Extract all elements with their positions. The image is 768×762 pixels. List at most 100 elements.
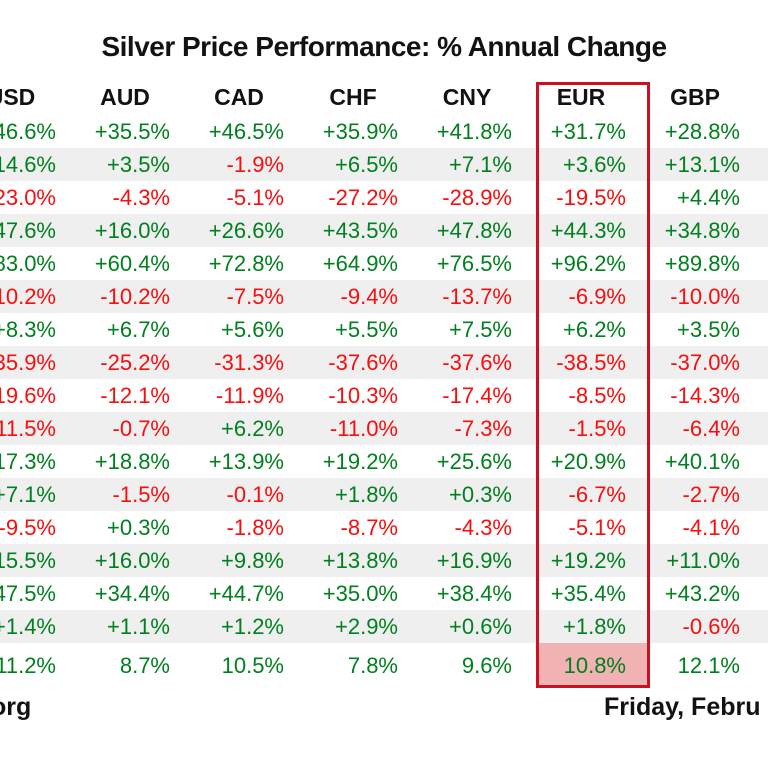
table-cell: -6.9% bbox=[568, 284, 626, 309]
table-cell: +26.6% bbox=[208, 218, 284, 243]
table-cell: -38.5% bbox=[556, 350, 626, 375]
table-cell: -1.9% bbox=[226, 152, 284, 177]
table-cell: -5.1% bbox=[226, 185, 284, 210]
table-row: 47.6% +16.0% +26.6% +43.5% +47.8% +44.3% +34.8… bbox=[0, 214, 768, 247]
table-row: 17.3% +18.8% +13.9% +19.2% +25.6% +20.9% +40.1… bbox=[0, 445, 768, 478]
table-cell: +1.2% bbox=[221, 614, 284, 639]
performance-table: USD AUD CAD CHF CNY EUR GBP 46.6% +35.5% +46.5% +3… bbox=[0, 82, 768, 688]
table-cell: -37.0% bbox=[670, 350, 740, 375]
table-row: 15.5% +16.0% +9.8% +13.8% +16.9% +19.2% +11.0% bbox=[0, 544, 768, 577]
table-cell: -13.7% bbox=[442, 284, 512, 309]
table-cell: -27.2% bbox=[328, 185, 398, 210]
table-cell: +13.9% bbox=[208, 449, 284, 474]
table-cell: +20.9% bbox=[550, 449, 626, 474]
table-cell: 8.7% bbox=[119, 653, 170, 678]
table-cell: -17.4% bbox=[442, 383, 512, 408]
table-cell: -1.8% bbox=[226, 515, 284, 540]
table-cell: 47.5% bbox=[0, 581, 56, 606]
table-cell: 11.2% bbox=[0, 653, 56, 678]
table-cell: -0.1% bbox=[226, 482, 284, 507]
table-cell: 14.6% bbox=[0, 152, 56, 177]
table-cell: 46.6% bbox=[0, 119, 56, 144]
table-cell: +13.8% bbox=[322, 548, 398, 573]
table-cell: -7.5% bbox=[226, 284, 284, 309]
table-row: 23.0% -4.3% -5.1% -27.2% -28.9% -19.5% +4.4% bbox=[0, 181, 768, 214]
table-row: +8.3% +6.7% +5.6% +5.5% +7.5% +6.2% +3.5% bbox=[0, 313, 768, 346]
table-cell: -4.3% bbox=[112, 185, 170, 210]
column-header-chf: CHF bbox=[329, 84, 377, 110]
table-cell: +5.5% bbox=[335, 317, 398, 342]
table-cell: -1.5% bbox=[112, 482, 170, 507]
table-row: 10.2% -10.2% -7.5% -9.4% -13.7% -6.9% -10.0% bbox=[0, 280, 768, 313]
table-cell: +40.1% bbox=[664, 449, 740, 474]
table-cell: 7.8% bbox=[347, 653, 398, 678]
table-cell: +35.9% bbox=[322, 119, 398, 144]
table-cell: +35.0% bbox=[322, 581, 398, 606]
table-cell: +46.5% bbox=[208, 119, 284, 144]
table-cell: +3.6% bbox=[563, 152, 626, 177]
table-cell: -31.3% bbox=[214, 350, 284, 375]
table-cell: +0.6% bbox=[449, 614, 512, 639]
table-row: 46.6% +35.5% +46.5% +35.9% +41.8% +31.7% +28.8… bbox=[0, 115, 768, 148]
table-cell: 15.5% bbox=[0, 548, 56, 573]
column-header-eur: EUR bbox=[556, 84, 606, 110]
table-cell: +7.1% bbox=[449, 152, 512, 177]
table-cell: -10.2% bbox=[100, 284, 170, 309]
table-cell: +38.4% bbox=[436, 581, 512, 606]
table-cell: +43.5% bbox=[322, 218, 398, 243]
table-cell: -14.3% bbox=[670, 383, 740, 408]
table-cell: -6.7% bbox=[568, 482, 626, 507]
table-cell: +35.4% bbox=[550, 581, 626, 606]
table-cell: +0.3% bbox=[449, 482, 512, 507]
table-cell: -19.5% bbox=[556, 185, 626, 210]
table-row: -9.5% +0.3% -1.8% -8.7% -4.3% -5.1% -4.1% bbox=[0, 511, 768, 544]
table-row: 47.5% +34.4% +44.7% +35.0% +38.4% +35.4% +43.2… bbox=[0, 577, 768, 610]
table-cell: +19.2% bbox=[550, 548, 626, 573]
table-cell: -7.3% bbox=[454, 416, 512, 441]
table-cell: +60.4% bbox=[94, 251, 170, 276]
table-cell: +31.7% bbox=[550, 119, 626, 144]
table-cell: +2.9% bbox=[335, 614, 398, 639]
table-cell: +16.0% bbox=[94, 548, 170, 573]
table-viewport: USD AUD CAD CHF CNY EUR GBP 46.6% +35.5% +46.5% +3… bbox=[0, 82, 768, 692]
table-cell: +19.2% bbox=[322, 449, 398, 474]
table-cell: -11.9% bbox=[215, 383, 284, 408]
date-label: Friday, Febru bbox=[604, 693, 761, 721]
table-cell: 9.6% bbox=[461, 653, 512, 678]
table-row: 35.9% -25.2% -31.3% -37.6% -37.6% -38.5% -37.0… bbox=[0, 346, 768, 379]
table-row: 83.0% +60.4% +72.8% +64.9% +76.5% +96.2% +89.8… bbox=[0, 247, 768, 280]
table-cell: +6.7% bbox=[107, 317, 170, 342]
table-cell: +76.5% bbox=[436, 251, 512, 276]
table-cell: +64.9% bbox=[322, 251, 398, 276]
table-cell: -6.4% bbox=[682, 416, 740, 441]
table-cell: +3.5% bbox=[107, 152, 170, 177]
table-cell: +44.3% bbox=[550, 218, 626, 243]
table-cell: +47.8% bbox=[436, 218, 512, 243]
page-title: Silver Price Performance: % Annual Chang… bbox=[101, 31, 667, 62]
table-cell: -2.7% bbox=[682, 482, 740, 507]
table-cell: +35.5% bbox=[94, 119, 170, 144]
table-cell: +1.4% bbox=[0, 614, 56, 639]
table-cell: +6.2% bbox=[563, 317, 626, 342]
table-cell: -9.5% bbox=[0, 515, 56, 540]
table-cell: 19.6% bbox=[0, 383, 56, 408]
table-cell: +44.7% bbox=[208, 581, 284, 606]
column-header-gbp: GBP bbox=[670, 84, 720, 110]
column-header-usd: USD bbox=[0, 84, 36, 110]
table-cell: +6.5% bbox=[335, 152, 398, 177]
table-cell: -1.5% bbox=[568, 416, 626, 441]
table-cell: +1.8% bbox=[335, 482, 398, 507]
table-cell: -0.7% bbox=[112, 416, 170, 441]
table-cell: -0.6% bbox=[682, 614, 740, 639]
table-cell: -37.6% bbox=[442, 350, 512, 375]
table-cell: +1.1% bbox=[107, 614, 170, 639]
table-cell: -5.1% bbox=[568, 515, 626, 540]
table-cell: +72.8% bbox=[208, 251, 284, 276]
table-cell: 11.5% bbox=[0, 416, 56, 441]
table-cell: +43.2% bbox=[664, 581, 740, 606]
table-row: 14.6% +3.5% -1.9% +6.5% +7.1% +3.6% +13.1% bbox=[0, 148, 768, 181]
table-cell: -8.7% bbox=[340, 515, 398, 540]
table-cell: +18.8% bbox=[94, 449, 170, 474]
table-cell: +13.1% bbox=[664, 152, 740, 177]
table-cell: 17.3% bbox=[0, 449, 56, 474]
